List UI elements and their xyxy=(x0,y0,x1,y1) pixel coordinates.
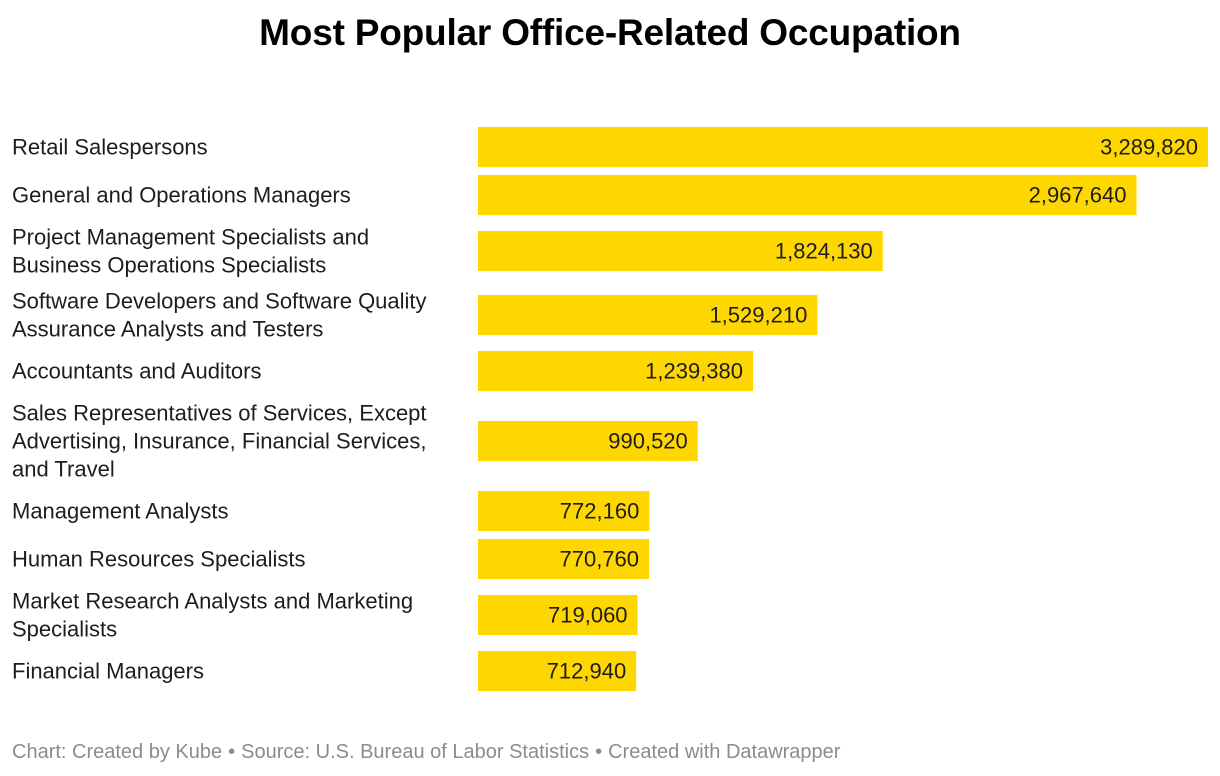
footer-separator: • xyxy=(595,741,603,763)
bar xyxy=(478,491,650,531)
footer-tool: Created with Datawrapper xyxy=(608,741,841,763)
category-label-line: Financial Managers xyxy=(12,659,204,684)
bar xyxy=(478,175,1137,215)
chart-title: Most Popular Office-Related Occupation xyxy=(259,12,961,53)
category-label-line: Specialists xyxy=(12,617,117,642)
value-label: 1,529,210 xyxy=(709,303,807,328)
category-label: Sales Representatives of Services, Excep… xyxy=(12,401,427,482)
category-label-line: and Travel xyxy=(12,457,115,482)
category-label: Accountants and Auditors xyxy=(12,359,262,384)
bar xyxy=(478,351,754,391)
category-label-line: Market Research Analysts and Marketing xyxy=(12,589,413,614)
category-label-line: Sales Representatives of Services, Excep… xyxy=(12,401,427,426)
category-label: Software Developers and Software Quality… xyxy=(12,289,427,342)
category-label-line: Accountants and Auditors xyxy=(12,359,262,384)
value-label: 3,289,820 xyxy=(1100,135,1198,160)
category-label: Market Research Analysts and Marketing Sp… xyxy=(12,589,413,642)
value-label: 1,239,380 xyxy=(645,359,743,384)
category-label: Financial Managers xyxy=(12,659,204,684)
bar xyxy=(478,421,698,461)
value-label: 770,760 xyxy=(559,547,639,572)
category-label-line: Business Operations Specialists xyxy=(12,253,326,278)
footer-separator: • xyxy=(228,741,236,763)
value-label: 719,060 xyxy=(548,603,628,628)
category-label-line: Assurance Analysts and Testers xyxy=(12,317,323,342)
category-label: Management Analysts xyxy=(12,499,228,524)
category-label-line: Retail Salespersons xyxy=(12,135,208,160)
category-label-line: Human Resources Specialists xyxy=(12,547,305,572)
category-label-line: General and Operations Managers xyxy=(12,183,351,208)
bar xyxy=(478,595,638,635)
category-label: Project Management Specialists and Busine… xyxy=(12,225,369,278)
category-label: General and Operations Managers xyxy=(12,183,351,208)
value-label: 2,967,640 xyxy=(1029,183,1127,208)
category-label: Retail Salespersons xyxy=(12,135,208,160)
chart-footer: Chart: Created by Kube • Source: U.S. Bure… xyxy=(12,741,840,764)
bar xyxy=(478,127,1208,167)
bar xyxy=(478,231,883,271)
bar xyxy=(478,539,650,579)
category-label-line: Advertising, Insurance, Financial Servic… xyxy=(12,429,427,454)
value-label: 1,824,130 xyxy=(775,239,873,264)
category-label-line: Project Management Specialists and xyxy=(12,225,369,250)
category-label-line: Software Developers and Software Quality xyxy=(12,289,427,314)
bar xyxy=(478,295,818,335)
category-label: Human Resources Specialists xyxy=(12,547,305,572)
footer-credit: Chart: Created by Kube xyxy=(12,741,223,763)
bar xyxy=(478,651,637,691)
category-label-line: Management Analysts xyxy=(12,499,228,524)
footer-source: Source: U.S. Bureau of Labor Statistics xyxy=(241,741,590,763)
value-label: 772,160 xyxy=(560,499,640,524)
value-label: 990,520 xyxy=(608,429,688,454)
value-label: 712,940 xyxy=(547,659,627,684)
